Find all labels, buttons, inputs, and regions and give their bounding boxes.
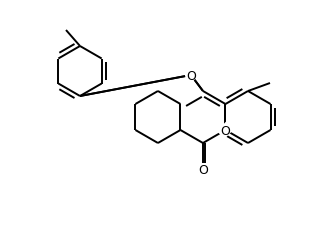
- Text: O: O: [220, 124, 230, 137]
- Text: O: O: [220, 124, 230, 137]
- Text: O: O: [186, 69, 196, 82]
- Text: O: O: [198, 164, 208, 177]
